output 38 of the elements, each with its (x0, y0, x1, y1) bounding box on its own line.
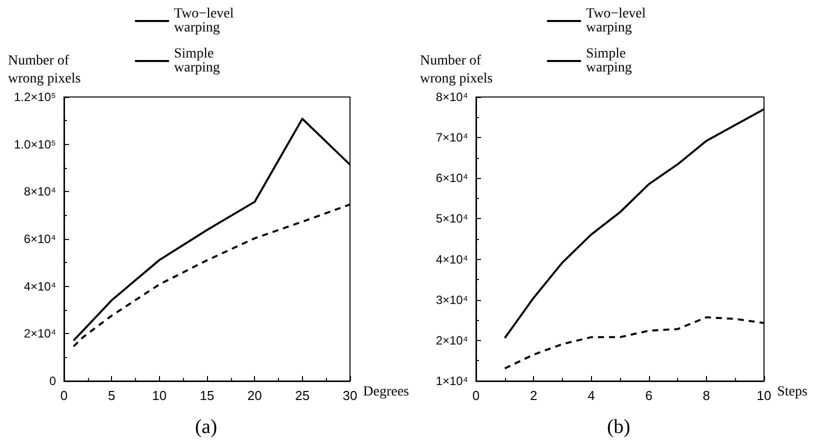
text: (b) (607, 416, 630, 438)
y-tick-label: 0 (49, 374, 56, 388)
legend-label: Simple warping (586, 46, 632, 76)
y-tick-label: 4×10⁴ (436, 252, 468, 266)
x-tick-label: 6 (645, 388, 652, 403)
y-tick-label: 1.0×10⁵ (14, 137, 56, 152)
x-axis-title: Degrees (363, 384, 410, 400)
x-tick-label: 30 (342, 388, 358, 403)
x-tick-label: 2 (530, 388, 538, 403)
y-tick-label: 8×10⁴ (436, 90, 468, 104)
y-axis-title: Number of wrong pixels (420, 54, 493, 86)
y-tick-label: 1.2×10⁵ (14, 90, 56, 104)
legend-label: Two−level warping (586, 6, 650, 36)
y-tick-label: 6×10⁴ (24, 232, 56, 246)
x-tick-label: 5 (108, 388, 116, 403)
x-tick-label: 0 (472, 388, 480, 403)
x-tick-label: 8 (702, 388, 710, 403)
x-tick-label: 15 (200, 388, 214, 403)
y-tick-label: 3×10⁴ (436, 292, 468, 307)
y-tick-label: 7×10⁴ (436, 130, 468, 145)
text: (a) (195, 416, 218, 438)
x-tick-label: 20 (247, 388, 262, 403)
y-tick-label: 2×10⁴ (436, 333, 468, 348)
y-tick-label: 4×10⁴ (24, 279, 56, 294)
x-tick-label: 10 (756, 388, 772, 403)
y-axis-title: Number of wrong pixels (8, 54, 81, 86)
y-tick-label: 2×10⁴ (24, 326, 56, 341)
x-tick-label: 0 (60, 388, 68, 403)
x-tick-label: 10 (152, 388, 167, 403)
legend-label: Simple warping (174, 46, 220, 76)
y-tick-label: 5×10⁴ (436, 212, 468, 226)
x-tick-label: 25 (295, 388, 310, 403)
x-axis-title: Steps (777, 384, 808, 400)
y-tick-label: 1×10⁴ (436, 374, 468, 388)
x-tick-label: 4 (588, 388, 595, 403)
y-tick-label: 8×10⁴ (24, 184, 56, 199)
legend-label: Two−level warping (174, 6, 238, 36)
y-tick-label: 6×10⁴ (436, 171, 468, 186)
